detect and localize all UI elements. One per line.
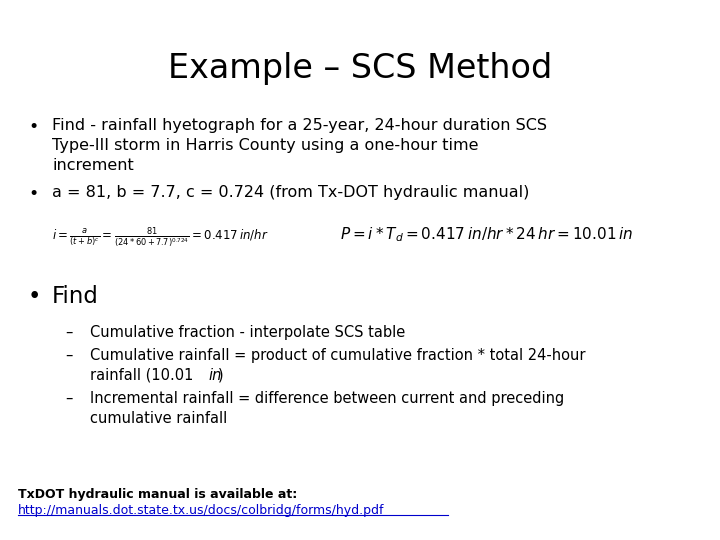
Text: increment: increment xyxy=(52,158,134,173)
Text: •: • xyxy=(28,285,41,308)
Text: ): ) xyxy=(218,368,224,383)
Text: http://manuals.dot.state.tx.us/docs/colbridg/forms/hyd.pdf: http://manuals.dot.state.tx.us/docs/colb… xyxy=(18,504,384,517)
Text: $P = i*T_d = 0.417\,in/hr*24\,hr = 10.01\,in$: $P = i*T_d = 0.417\,in/hr*24\,hr = 10.01… xyxy=(340,225,633,244)
Text: Cumulative rainfall = product of cumulative fraction * total 24-hour: Cumulative rainfall = product of cumulat… xyxy=(90,348,585,363)
Text: a = 81, b = 7.7, c = 0.724 (from Tx-DOT hydraulic manual): a = 81, b = 7.7, c = 0.724 (from Tx-DOT … xyxy=(52,185,529,200)
Text: •: • xyxy=(28,118,38,136)
Text: Example – SCS Method: Example – SCS Method xyxy=(168,52,552,85)
Text: Find - rainfall hyetograph for a 25-year, 24-hour duration SCS: Find - rainfall hyetograph for a 25-year… xyxy=(52,118,547,133)
Text: $i = \frac{a}{(t+b)^c} = \frac{81}{(24*60+7.7)^{0.724}} = 0.417\,in/hr$: $i = \frac{a}{(t+b)^c} = \frac{81}{(24*6… xyxy=(52,225,269,249)
Text: –: – xyxy=(65,391,73,406)
Text: Find: Find xyxy=(52,285,99,308)
Text: –: – xyxy=(65,325,73,340)
Text: Type-III storm in Harris County using a one-hour time: Type-III storm in Harris County using a … xyxy=(52,138,479,153)
Text: Cumulative fraction - interpolate SCS table: Cumulative fraction - interpolate SCS ta… xyxy=(90,325,405,340)
Text: Incremental rainfall = difference between current and preceding: Incremental rainfall = difference betwee… xyxy=(90,391,564,406)
Text: –: – xyxy=(65,348,73,363)
Text: rainfall (10.01: rainfall (10.01 xyxy=(90,368,198,383)
Text: TxDOT hydraulic manual is available at:: TxDOT hydraulic manual is available at: xyxy=(18,488,297,501)
Text: in: in xyxy=(208,368,221,383)
Text: •: • xyxy=(28,185,38,203)
Text: cumulative rainfall: cumulative rainfall xyxy=(90,411,228,426)
